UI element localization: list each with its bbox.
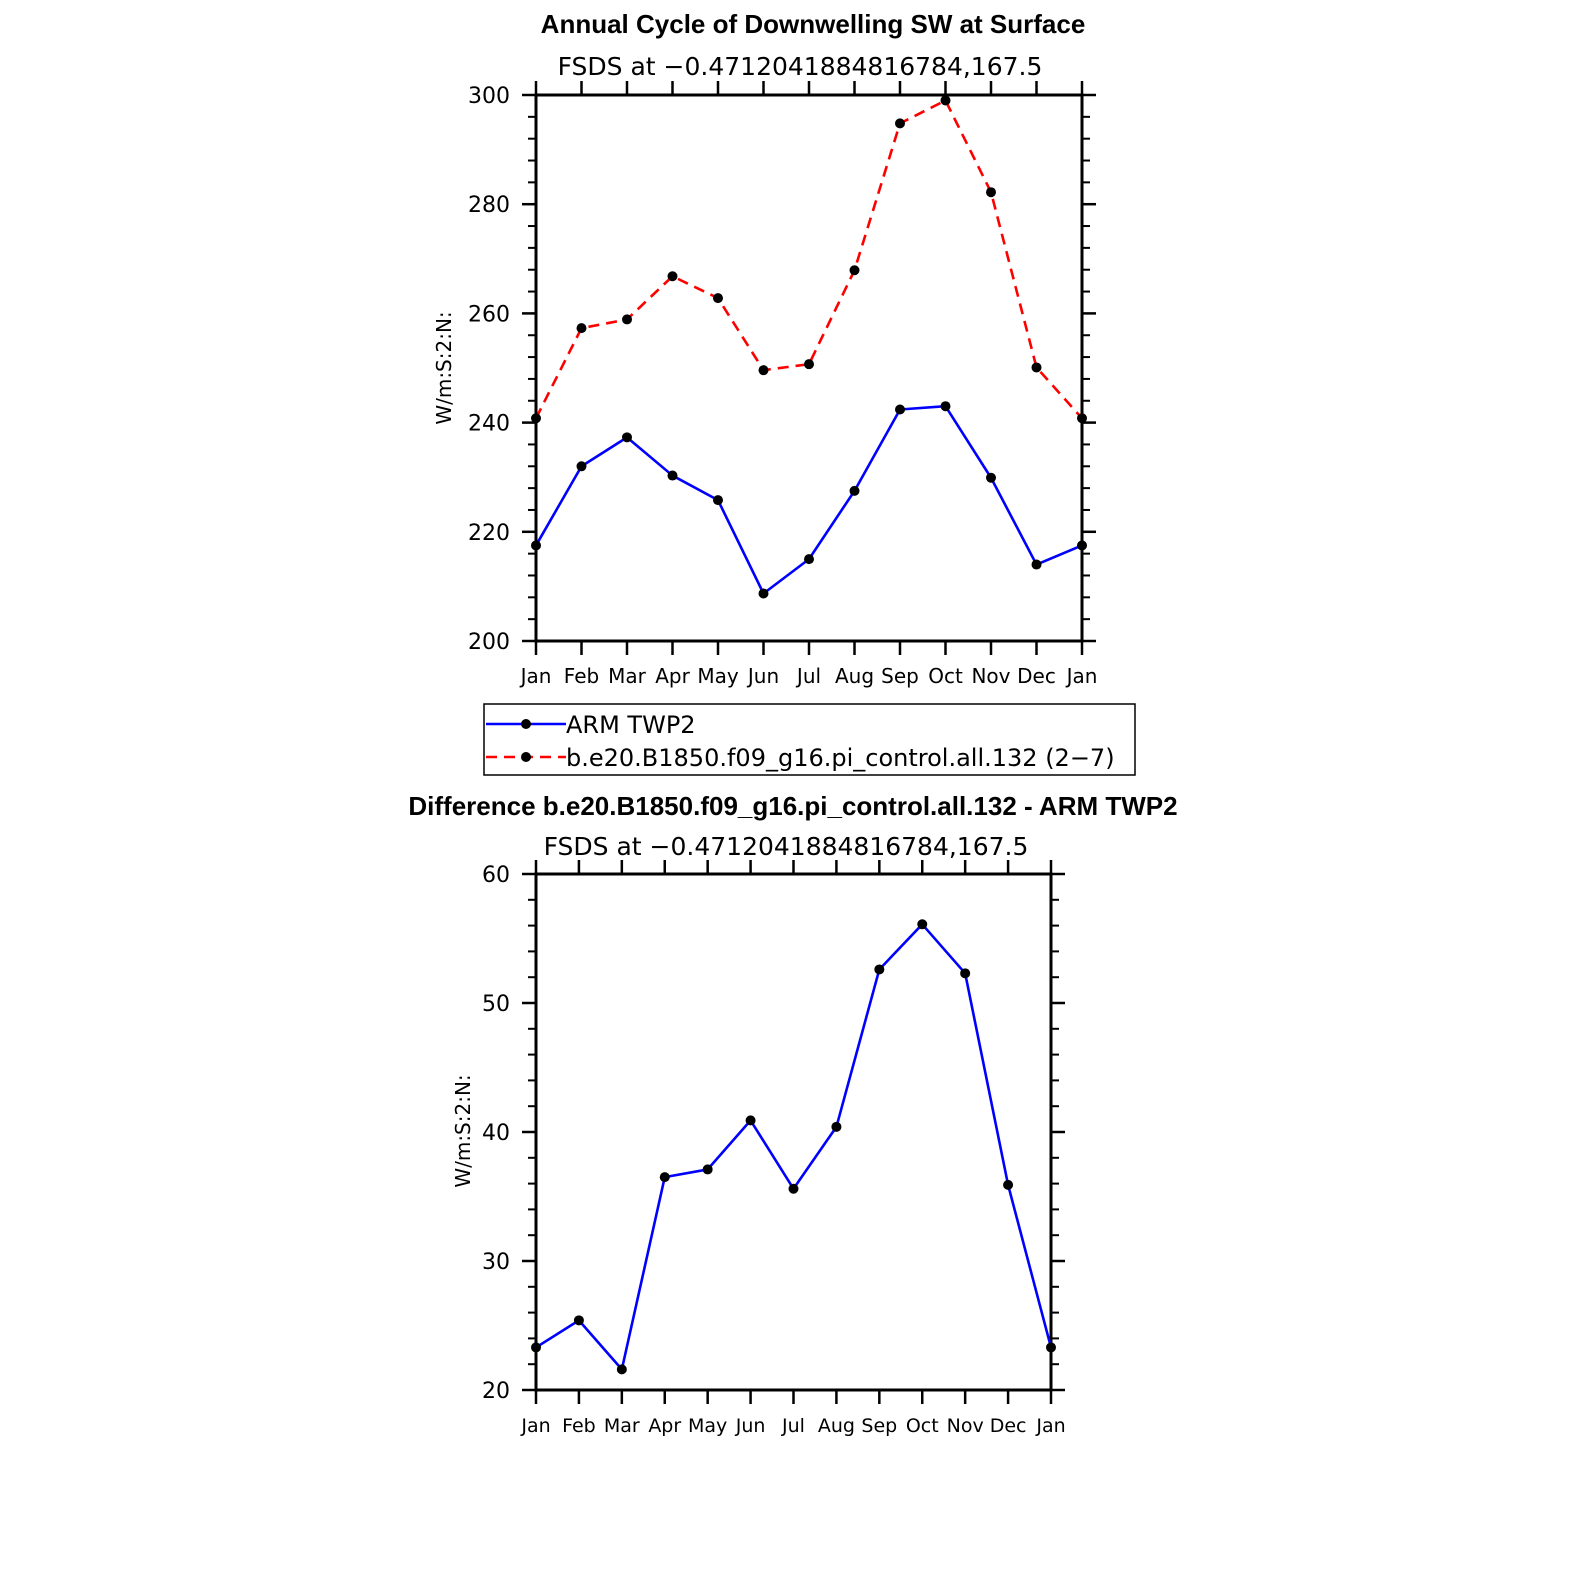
series-0-point — [940, 401, 951, 412]
series-0-point — [713, 495, 723, 506]
y-tick-label: 300 — [468, 84, 510, 109]
series-0-point — [874, 964, 885, 975]
series-0-point — [667, 470, 678, 481]
plot-series — [531, 95, 1087, 599]
x-tick-label: May — [688, 1415, 727, 1437]
plot-series — [531, 919, 1056, 1375]
series-1-point — [1077, 413, 1087, 424]
series-0-point — [702, 1164, 713, 1175]
series-line-0 — [535, 923, 1053, 1371]
series-0-point — [758, 588, 769, 599]
x-tick-label: Nov — [971, 664, 1010, 688]
series-1-point — [531, 413, 541, 424]
series-1-point — [576, 323, 587, 334]
series-0-point — [616, 1364, 627, 1375]
x-tick-label: Jul — [795, 664, 821, 688]
plot-axes: Jan Feb Mar Apr May Jun Jul Aug Sep Oct Nov Dec Jan 2… — [482, 860, 1066, 1437]
series-1-point — [622, 314, 632, 325]
legend-swatch-marker-model — [521, 752, 531, 762]
series-0-point — [531, 1342, 541, 1353]
legend: ARM TWP2 b.e20.B1850.f09_g16.pi_control.… — [483, 703, 1136, 776]
x-tick-label: Sep — [881, 664, 919, 688]
x-tick-label: Jan — [520, 1415, 550, 1437]
series-0-point — [1003, 1179, 1014, 1190]
series-1-point — [713, 293, 723, 304]
x-tick-label: May — [697, 664, 739, 688]
legend-box — [483, 703, 1136, 776]
series-0-point — [745, 1115, 756, 1126]
series-0-point — [1031, 559, 1042, 570]
y-tick-label: 30 — [482, 1250, 510, 1275]
x-tick-label: Feb — [564, 664, 599, 688]
x-tick-label: Apr — [655, 664, 690, 688]
series-0-point — [804, 554, 814, 565]
y-tick-label: 50 — [482, 992, 510, 1017]
series-0-point — [917, 919, 928, 930]
series-0-point — [788, 1183, 799, 1194]
x-tick-label: Sep — [861, 1415, 897, 1437]
x-tick-label: Jan — [519, 664, 552, 688]
y-tick-label: 40 — [482, 1121, 510, 1146]
x-tick-label: Mar — [608, 664, 647, 688]
chart-subtitle: FSDS at −0.4712041884816784,167.5 — [558, 52, 1043, 81]
series-0-point — [622, 432, 632, 443]
series-1-point — [986, 187, 996, 198]
y-tick-label: 200 — [468, 630, 510, 655]
x-tick-label: Oct — [906, 1415, 939, 1437]
series-0-point — [1077, 540, 1087, 551]
x-tick-label: Dec — [990, 1415, 1027, 1437]
annual-cycle-chart: Annual Cycle of Downwelling SW at Surfac… — [432, 9, 1136, 776]
y-axis-label: W/m:S:2:N: — [451, 1074, 475, 1187]
x-tick-label: Jun — [746, 664, 779, 688]
series-0-point — [531, 540, 541, 551]
x-tick-label: Jan — [1065, 664, 1098, 688]
y-axis-label: W/m:S:2:N: — [432, 311, 456, 424]
x-tick-label: Apr — [648, 1415, 681, 1437]
y-tick-label: 220 — [468, 521, 510, 546]
series-1-point — [1031, 362, 1042, 373]
y-tick-label: 240 — [468, 412, 510, 437]
plot-axes: Jan Feb Mar Apr May Jun Jul Aug Sep Oct Nov Dec Jan 2… — [468, 81, 1097, 688]
series-0-point — [1046, 1342, 1056, 1353]
series-line-0 — [534, 404, 1083, 595]
x-tick-label: Jul — [781, 1415, 805, 1437]
legend-label-model: b.e20.B1850.f09_g16.pi_control.all.132 (… — [566, 744, 1115, 772]
series-0-point — [573, 1315, 584, 1326]
x-tick-label: Feb — [562, 1415, 596, 1437]
difference-chart: Difference b.e20.B1850.f09_g16.pi_contro… — [408, 791, 1177, 1437]
y-tick-label: 260 — [468, 302, 510, 327]
y-tick-label: 280 — [468, 193, 510, 218]
series-1-point — [758, 365, 769, 376]
series-1-point — [667, 271, 678, 282]
series-1-point — [940, 95, 951, 106]
series-1-point — [804, 359, 814, 370]
series-0-point — [831, 1121, 842, 1132]
x-tick-label: Mar — [604, 1415, 640, 1437]
series-0-point — [960, 968, 971, 979]
series-0-point — [576, 461, 587, 472]
series-0-point — [849, 485, 860, 496]
chart-title: Annual Cycle of Downwelling SW at Surfac… — [541, 9, 1086, 39]
x-tick-label: Nov — [947, 1415, 984, 1437]
plot-frame — [534, 872, 1053, 1392]
chart-title: Difference b.e20.B1850.f09_g16.pi_contro… — [408, 791, 1177, 821]
legend-label-arm: ARM TWP2 — [566, 711, 696, 739]
legend-swatch-marker-arm — [521, 719, 531, 729]
series-1-point — [849, 265, 860, 276]
chart-subtitle: FSDS at −0.4712041884816784,167.5 — [544, 832, 1029, 861]
x-tick-label: Dec — [1017, 664, 1056, 688]
x-tick-label: Aug — [835, 664, 874, 688]
x-tick-label: Oct — [928, 664, 963, 688]
series-0-point — [986, 472, 996, 483]
series-0-point — [895, 404, 905, 415]
x-tick-label: Jun — [735, 1415, 766, 1437]
y-tick-label: 60 — [482, 863, 510, 888]
y-tick-label: 20 — [482, 1379, 510, 1404]
series-0-point — [659, 1172, 670, 1183]
series-1-point — [895, 118, 905, 129]
x-tick-label: Aug — [818, 1415, 855, 1437]
x-tick-label: Jan — [1035, 1415, 1065, 1437]
series-line-1 — [534, 99, 1083, 420]
